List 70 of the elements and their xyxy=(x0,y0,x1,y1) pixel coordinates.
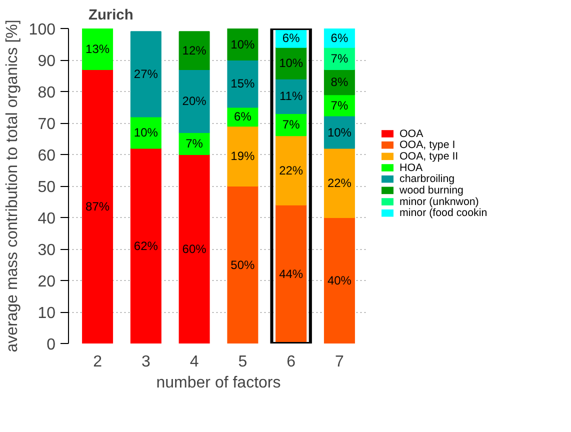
x-tick-label: 7 xyxy=(335,354,344,370)
bar xyxy=(227,28,258,60)
bar xyxy=(276,135,307,206)
x-tick-label: 5 xyxy=(238,354,248,370)
y-tick-label: 80 xyxy=(38,84,56,102)
legend-label: OOA xyxy=(400,128,424,140)
data-label: 10% xyxy=(327,125,352,140)
data-label: 6% xyxy=(282,30,300,45)
data-label: 22% xyxy=(327,176,352,190)
y-tick-label: 10 xyxy=(38,305,56,322)
chart-title: Zurich xyxy=(88,8,134,24)
y-tick-label: 30 xyxy=(38,242,56,259)
bar xyxy=(130,31,162,118)
data-label: 7% xyxy=(282,118,300,132)
x-tick-label: 4 xyxy=(190,354,199,370)
data-label: 6% xyxy=(330,30,348,45)
data-label: 10% xyxy=(279,56,304,70)
bar xyxy=(227,126,258,186)
bar xyxy=(178,68,210,133)
legend-label: HOA xyxy=(400,162,424,174)
data-label: 50% xyxy=(230,258,256,272)
x-tick-label: 2 xyxy=(93,354,102,370)
data-label: 7% xyxy=(330,51,348,66)
data-label: 27% xyxy=(134,67,158,82)
bar xyxy=(324,116,355,149)
y-tick-label: 40 xyxy=(38,210,56,228)
y-tick-label: 20 xyxy=(38,274,56,290)
data-label: 20% xyxy=(182,94,207,108)
data-label: 7% xyxy=(330,98,348,113)
y-tick-label: 90 xyxy=(38,53,56,70)
data-label: 87% xyxy=(86,199,110,214)
legend-label: OOA, type II xyxy=(400,150,458,162)
legend-label: OOA, type I xyxy=(400,139,456,152)
data-label: 13% xyxy=(86,42,110,56)
x-tick-label: 6 xyxy=(286,354,296,370)
x-tick-label: 3 xyxy=(141,354,150,370)
data-label: 6% xyxy=(234,110,252,124)
bar xyxy=(82,28,114,70)
legend-label: charbroiling xyxy=(400,173,455,186)
bar xyxy=(178,31,210,70)
data-label: 15% xyxy=(230,76,256,91)
y-tick-label: 100 xyxy=(28,22,56,38)
y-tick-label: 0 xyxy=(46,336,56,354)
y-tick-label: 70 xyxy=(38,116,56,133)
data-label: 22% xyxy=(279,163,304,178)
bar xyxy=(324,217,355,344)
data-label: 60% xyxy=(182,242,207,256)
data-label: 19% xyxy=(230,149,256,164)
y-axis-title: average mass contribution to total organics [%] xyxy=(4,20,21,352)
bar xyxy=(324,148,355,218)
data-label: 8% xyxy=(330,75,348,90)
data-label: 10% xyxy=(230,37,256,52)
data-label: 7% xyxy=(186,136,204,150)
legend-label: wood burning xyxy=(398,184,464,196)
bar xyxy=(227,60,258,108)
data-label: 12% xyxy=(182,44,207,58)
bar xyxy=(130,148,162,344)
bar xyxy=(82,68,114,344)
y-tick-label: 60 xyxy=(38,148,56,164)
legend-label: minor (food cookin xyxy=(400,207,488,220)
legend-label: minor (unknwon) xyxy=(400,196,479,208)
data-label: 40% xyxy=(327,274,352,288)
bar xyxy=(178,154,210,344)
data-label: 11% xyxy=(280,89,303,104)
data-label: 10% xyxy=(134,125,158,140)
x-axis-title: number of factors xyxy=(156,374,281,392)
data-label: 62% xyxy=(134,238,158,253)
data-label: 44% xyxy=(279,267,304,282)
y-tick-label: 50 xyxy=(38,179,56,196)
bar xyxy=(227,186,258,344)
